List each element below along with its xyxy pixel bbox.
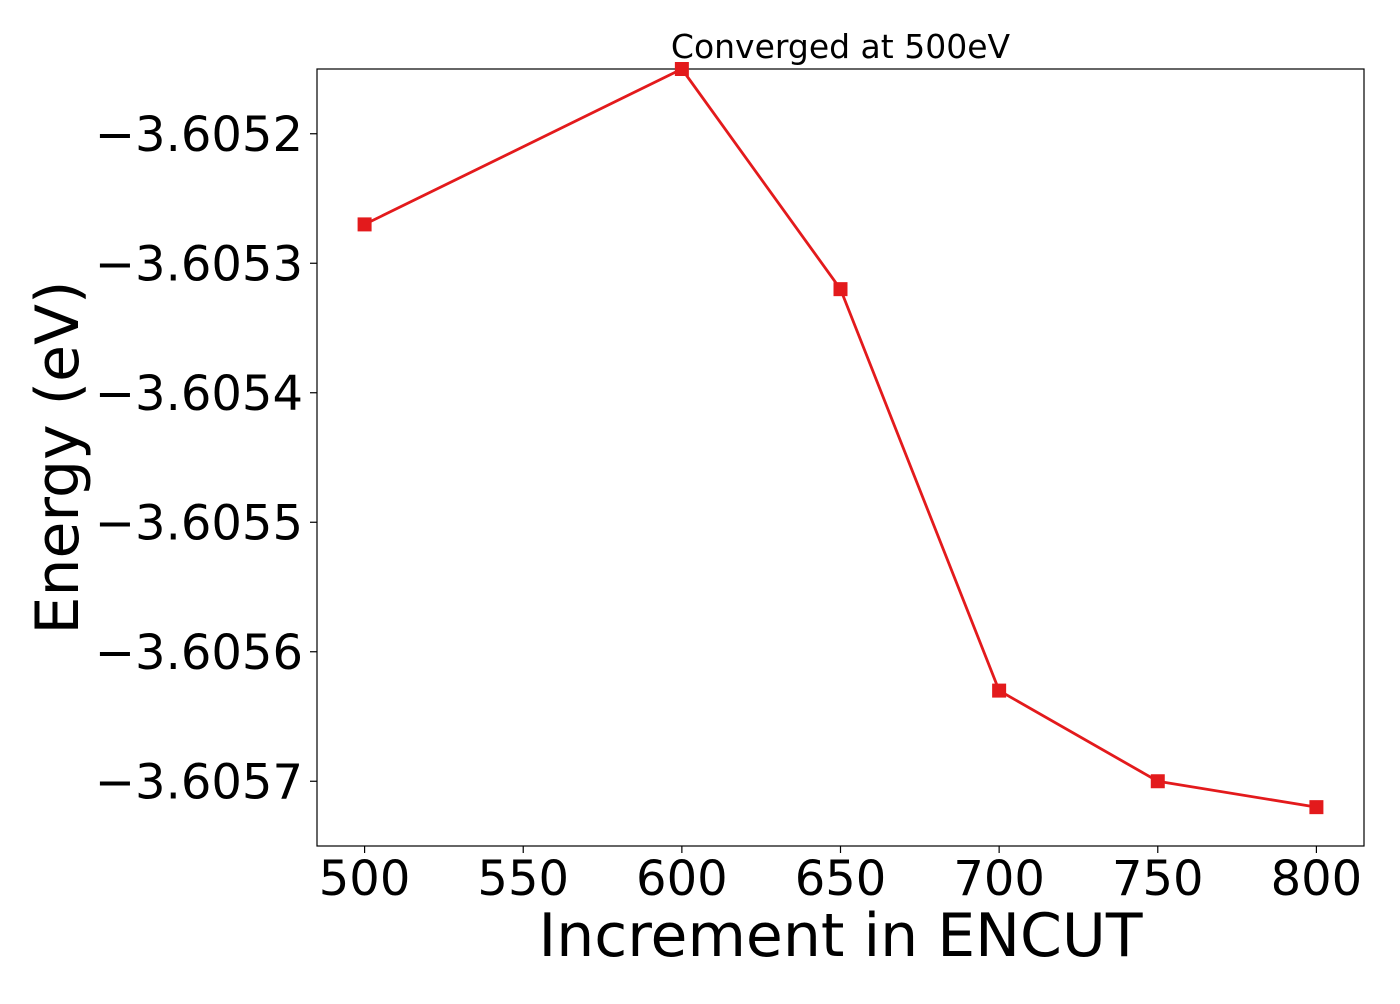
y-axis-ticks: −3.6052 −3.6053 −3.6054 −3.6055 −3.6056 −3.60… xyxy=(95,107,317,810)
y-tick-label: −3.6053 xyxy=(95,236,303,292)
x-tick-label: 750 xyxy=(1112,851,1204,907)
x-tick-label: 650 xyxy=(795,851,887,907)
x-tick-label: 600 xyxy=(636,851,728,907)
data-point-marker xyxy=(833,282,848,297)
y-tick-label: −3.6055 xyxy=(95,495,303,551)
chart-title: Converged at 500eV xyxy=(671,27,1011,66)
x-axis-ticks: 500 550 600 650 700 750 800 xyxy=(319,846,1362,907)
data-point-marker xyxy=(1309,800,1324,815)
x-tick-label: 700 xyxy=(953,851,1045,907)
series-layer xyxy=(357,62,1324,815)
x-axis-label: Increment in ENCUT xyxy=(539,901,1143,971)
y-tick-label: −3.6056 xyxy=(95,625,303,681)
y-tick-label: −3.6057 xyxy=(95,754,303,810)
x-tick-label: 500 xyxy=(319,851,411,907)
data-point-marker xyxy=(357,217,372,232)
data-point-marker xyxy=(992,683,1007,698)
y-axis-label: Energy (eV) xyxy=(23,281,93,635)
x-tick-label: 550 xyxy=(477,851,569,907)
data-point-marker xyxy=(674,62,689,76)
x-tick-label: 800 xyxy=(1271,851,1363,907)
series-line xyxy=(363,67,1317,809)
data-point-marker xyxy=(1150,774,1165,789)
y-tick-label: −3.6052 xyxy=(95,107,303,163)
plot-area-frame xyxy=(316,68,1365,847)
y-tick-label: −3.6054 xyxy=(95,366,303,422)
